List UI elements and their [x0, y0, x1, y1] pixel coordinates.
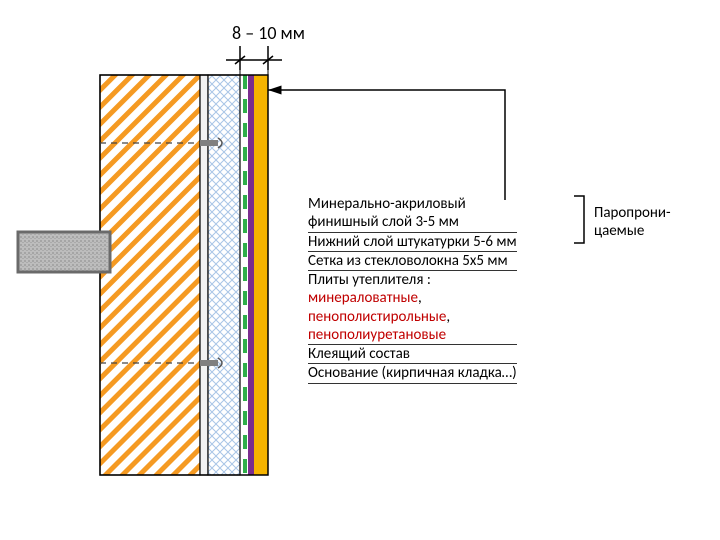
- side-line: Паропрони-: [594, 204, 671, 222]
- dimension-label: 8 – 10 мм: [232, 22, 305, 44]
- label-line: Нижний слой штукатурки 5-6 мм: [308, 233, 517, 252]
- side-note: Паропрони-цаемые: [594, 204, 671, 240]
- label-line: пенополистирольные,: [308, 308, 517, 326]
- label-line: пенополиуретановые: [308, 326, 517, 345]
- layer-labels: Минерально-акриловыйфинишный слой 3-5 мм…: [308, 195, 517, 384]
- side-line: цаемые: [594, 222, 671, 240]
- label-line: Минерально-акриловый: [308, 195, 517, 213]
- label-line: финишный слой 3-5 мм: [308, 213, 517, 232]
- label-line: минераловатные,: [308, 289, 517, 307]
- label-line: Плиты утеплителя :: [308, 271, 517, 289]
- label-line: Сетка из стекловолокна 5х5 мм: [308, 252, 517, 271]
- label-line: Клеящий состав: [308, 345, 517, 364]
- label-line: Основание (кирпичная кладка…): [308, 364, 517, 383]
